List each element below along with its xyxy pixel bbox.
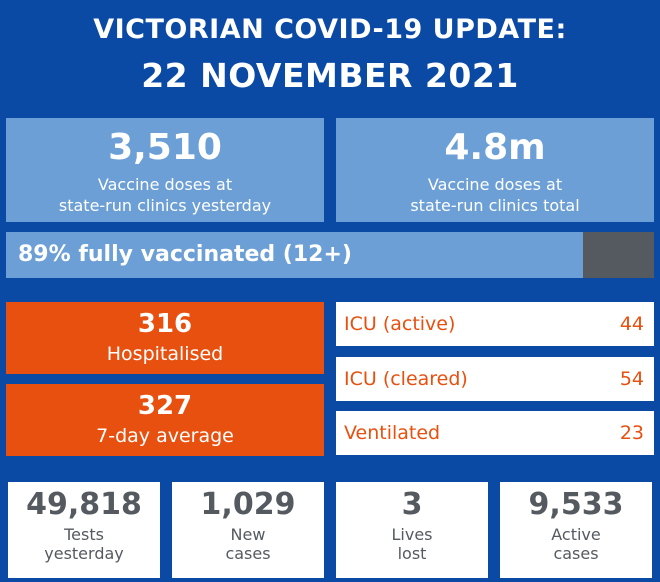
title-date: 22 NOVEMBER 2021 (141, 56, 519, 95)
seven-day-average-value: 327 (137, 391, 193, 421)
lives-lost-card: 3 Lives lost (336, 482, 488, 578)
vaccine-doses-yesterday-label-2: state-run clinics yesterday (58, 196, 272, 215)
active-cases-card: 9,533 Active cases (500, 482, 652, 578)
vaccine-doses-yesterday-label-1: Vaccine doses at (97, 175, 233, 194)
hospitalised-label: Hospitalised (106, 343, 224, 365)
icu-active-row: ICU (active) 44 (336, 302, 654, 346)
active-cases-label-1: Active (551, 525, 601, 544)
icu-cleared-label: ICU (cleared) (344, 368, 468, 390)
title-line-1: VICTORIAN COVID-19 UPDATE: (93, 14, 567, 45)
hospitalised-value: 316 (137, 309, 193, 339)
icu-active-label: ICU (active) (344, 313, 456, 335)
fully-vaccinated-label: 89% fully vaccinated (12+) (18, 242, 352, 267)
ventilated-row: Ventilated 23 (336, 411, 654, 455)
fully-vaccinated-progress-fill (6, 232, 583, 278)
vaccine-doses-yesterday-card: 3,510 Vaccine doses at state-run clinics… (6, 118, 324, 222)
lives-lost-label-2: lost (397, 544, 427, 563)
lives-lost-value: 3 (401, 487, 423, 522)
seven-day-average-label: 7-day average (96, 425, 234, 447)
ventilated-label: Ventilated (344, 422, 441, 444)
vaccine-doses-total-card: 4.8m Vaccine doses at state-run clinics … (336, 118, 654, 222)
vaccine-doses-yesterday-value: 3,510 (108, 127, 222, 168)
vaccine-doses-total-value: 4.8m (444, 127, 546, 168)
icu-active-value: 44 (619, 313, 644, 335)
vaccine-doses-total-label-2: state-run clinics total (410, 196, 580, 215)
lives-lost-label-1: Lives (391, 525, 433, 544)
icu-cleared-value: 54 (619, 368, 644, 390)
vaccine-doses-total-label-1: Vaccine doses at (427, 175, 563, 194)
active-cases-label-2: cases (553, 544, 599, 563)
ventilated-value: 23 (619, 422, 644, 444)
tests-yesterday-label-2: yesterday (44, 544, 124, 563)
new-cases-card: 1,029 New cases (172, 482, 324, 578)
active-cases-value: 9,533 (528, 487, 624, 522)
new-cases-value: 1,029 (200, 487, 296, 522)
seven-day-average-card: 327 7-day average (6, 384, 324, 456)
tests-yesterday-label-1: Tests (64, 525, 104, 544)
fully-vaccinated-progress-bar: 89% fully vaccinated (12+) (6, 232, 654, 278)
tests-yesterday-card: 49,818 Tests yesterday (8, 482, 160, 578)
new-cases-label-2: cases (225, 544, 271, 563)
hospitalised-card: 316 Hospitalised (6, 302, 324, 374)
new-cases-label-1: New (230, 525, 266, 544)
tests-yesterday-value: 49,818 (26, 487, 142, 522)
icu-cleared-row: ICU (cleared) 54 (336, 357, 654, 401)
